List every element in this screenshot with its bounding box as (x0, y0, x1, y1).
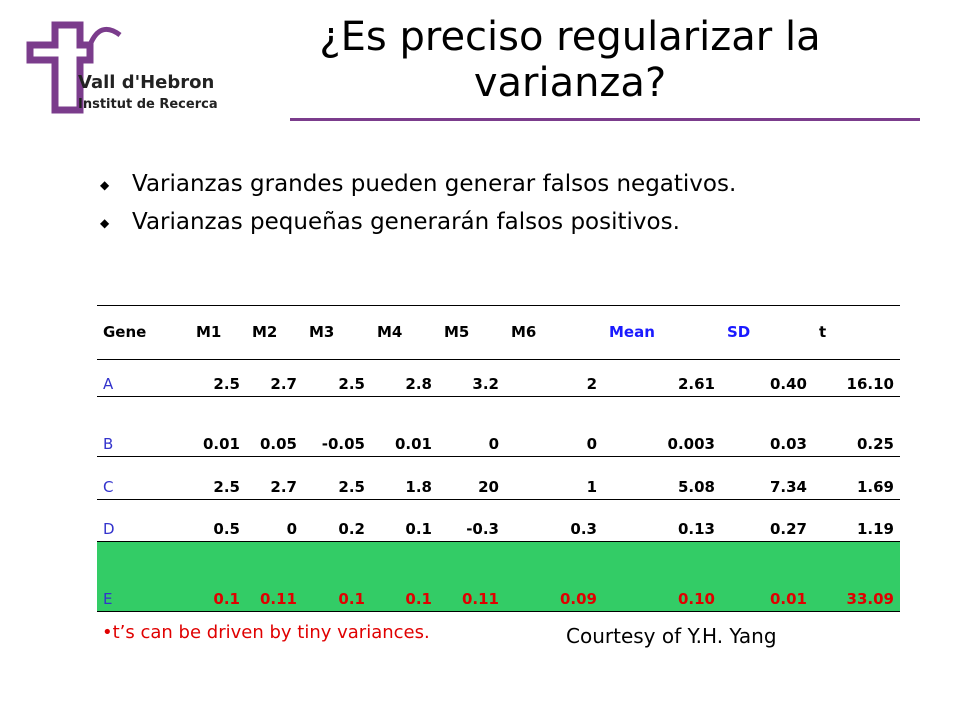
table-row: E 0.1 0.11 0.1 0.1 0.11 0.09 0.10 0.01 33.09 (97, 541, 900, 612)
value-cell: 0.13 (603, 499, 721, 542)
header-cell: M2 (246, 305, 303, 360)
value-cell: 0 (438, 396, 505, 457)
value-cell: 2.61 (603, 359, 721, 397)
value-cell: 2.5 (190, 359, 246, 397)
value-cell: 1.8 (371, 456, 438, 500)
value-cell: 2 (505, 359, 603, 397)
table-row: A 2.5 2.7 2.5 2.8 3.2 2 2.61 0.40 16.10 (97, 359, 900, 397)
value-cell: 0.1 (371, 499, 438, 542)
gene-cell: D (97, 499, 190, 542)
value-cell: 0.1 (190, 541, 246, 612)
value-cell: 0.2 (303, 499, 371, 542)
value-cell: 0.09 (505, 541, 603, 612)
bullet: Varianzas grandes pueden generar falsos … (100, 165, 736, 204)
title-rule (290, 118, 920, 121)
value-cell: 0.03 (721, 396, 813, 457)
gene-cell: A (97, 359, 190, 397)
gene-cell: C (97, 456, 190, 500)
value-cell: 0.27 (721, 499, 813, 542)
footnote-text: t’s can be driven by tiny variances. (112, 622, 430, 643)
header-cell: SD (721, 305, 813, 360)
logo-swoosh (87, 26, 122, 47)
value-cell: 0.5 (190, 499, 246, 542)
value-cell: -0.3 (438, 499, 505, 542)
header-cell: M1 (190, 305, 246, 360)
table-row: C 2.5 2.7 2.5 1.8 20 1 5.08 7.34 1.69 (97, 456, 900, 500)
header-cell: Mean (603, 305, 721, 360)
value-cell: 2.7 (246, 359, 303, 397)
value-cell: 0.11 (246, 541, 303, 612)
data-table: Gene M1 M2 M3 M4 M5 M6 Mean SD t A 2.5 2.7 2.5 2.8 3.2… (97, 305, 900, 612)
value-cell: 0.3 (505, 499, 603, 542)
value-cell: 16.10 (813, 359, 900, 397)
value-cell: 0.11 (438, 541, 505, 612)
value-cell: 0.25 (813, 396, 900, 457)
header-cell: t (813, 305, 900, 360)
value-cell: 0.01 (721, 541, 813, 612)
logo-name: Vall d'Hebron (78, 72, 214, 93)
value-cell: 5.08 (603, 456, 721, 500)
logo-subtitle: Institut de Recerca (78, 97, 218, 112)
value-cell: 0 (505, 396, 603, 457)
value-cell: 0.01 (371, 396, 438, 457)
header-cell: M5 (438, 305, 505, 360)
value-cell: 0.10 (603, 541, 721, 612)
value-cell: 0.40 (721, 359, 813, 397)
value-cell: 0 (246, 499, 303, 542)
value-cell: -0.05 (303, 396, 371, 457)
value-cell: 1 (505, 456, 603, 500)
value-cell: 1.19 (813, 499, 900, 542)
value-cell: 0.1 (303, 541, 371, 612)
value-cell: 1.69 (813, 456, 900, 500)
value-cell: 33.09 (813, 541, 900, 612)
value-cell: 0.01 (190, 396, 246, 457)
value-cell: 2.5 (190, 456, 246, 500)
logo-cross (26, 21, 94, 114)
bullet: Varianzas pequeñas generarán falsos posi… (100, 203, 736, 242)
value-cell: 3.2 (438, 359, 505, 397)
header-cell: M3 (303, 305, 371, 360)
table-row: D 0.5 0 0.2 0.1 -0.3 0.3 0.13 0.27 1.19 (97, 499, 900, 542)
credit: Courtesy of Y.H. Yang (566, 624, 777, 648)
value-cell: 2.8 (371, 359, 438, 397)
header-row: Gene M1 M2 M3 M4 M5 M6 Mean SD t (97, 305, 900, 360)
header-cell: M6 (505, 305, 603, 360)
value-cell: 20 (438, 456, 505, 500)
footnote: •t’s can be driven by tiny variances. (102, 622, 430, 643)
header-cell: Gene (97, 305, 190, 360)
header-cell: M4 (371, 305, 438, 360)
value-cell: 0.05 (246, 396, 303, 457)
title: ¿Es preciso regularizar la varianza? (319, 14, 821, 106)
value-cell: 2.5 (303, 456, 371, 500)
value-cell: 2.7 (246, 456, 303, 500)
value-cell: 0.003 (603, 396, 721, 457)
gene-cell: B (97, 396, 190, 457)
gene-cell: E (97, 541, 190, 612)
value-cell: 7.34 (721, 456, 813, 500)
bullet-list: Varianzas grandes pueden generar falsos … (100, 165, 736, 242)
logo: Vall d'Hebron Institut de Recerca (26, 21, 218, 114)
table-row: B 0.01 0.05 -0.05 0.01 0 0 0.003 0.03 0.25 (97, 396, 900, 457)
value-cell: 0.1 (371, 541, 438, 612)
value-cell: 2.5 (303, 359, 371, 397)
